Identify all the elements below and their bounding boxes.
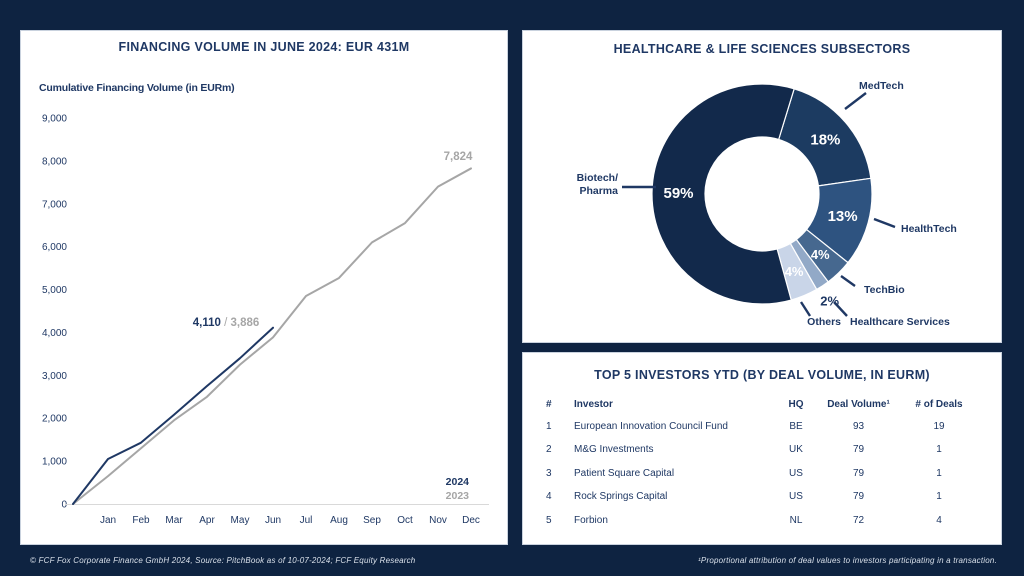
table-cell: UK xyxy=(789,444,803,455)
x-axis-tick-label: Feb xyxy=(132,515,150,526)
donut-pct-label: 4% xyxy=(785,264,804,279)
donut-label-biotech-pharma: Biotech/Pharma xyxy=(577,172,619,197)
table-cell: European Innovation Council Fund xyxy=(574,420,728,432)
x-axis-tick-label: Apr xyxy=(199,515,215,526)
y-axis-tick-label: 8,000 xyxy=(42,156,67,167)
table-cell: 79 xyxy=(852,467,865,479)
table-cell: 1 xyxy=(546,420,552,432)
donut-slice-biotech-pharma xyxy=(651,83,795,305)
donut-label-healthtech: HealthTech xyxy=(901,223,957,235)
table-row: 1 European Innovation Council Fund BE 93 19 xyxy=(523,419,1010,433)
donut-leader-line xyxy=(799,301,812,317)
top-investors-panel: TOP 5 INVESTORS YTD (BY DEAL VOLUME, IN … xyxy=(522,352,1002,545)
y-axis-tick-label: 7,000 xyxy=(42,199,67,210)
table-cell: M&G Investments xyxy=(574,444,654,455)
donut-pct-label: 2% xyxy=(820,294,839,309)
column-header: HQ xyxy=(788,398,804,410)
series-line-2023 xyxy=(72,167,472,505)
financing-volume-panel: FINANCING VOLUME IN JUNE 2024: EUR 431M … xyxy=(20,30,508,545)
table-cell: 4 xyxy=(936,514,942,526)
table-row: 2 M&G Investments UK 79 1 xyxy=(523,443,1010,457)
table-cell: 4 xyxy=(546,491,552,502)
subsectors-panel: HEALTHCARE & LIFE SCIENCES SUBSECTORS 18… xyxy=(522,30,1002,343)
table-cell: 5 xyxy=(546,514,552,526)
table-cell: Patient Square Capital xyxy=(574,467,675,479)
donut-label-techbio: TechBio xyxy=(864,284,905,296)
footer-attribution-note: ¹Proportional attribution of deal values… xyxy=(698,556,997,565)
table-cell: 19 xyxy=(933,420,945,432)
donut-pct-label: 13% xyxy=(828,208,858,225)
table-cell: 93 xyxy=(852,420,865,432)
x-axis-tick-label: Oct xyxy=(397,515,413,526)
x-axis-tick-label: Mar xyxy=(165,515,183,526)
table-cell: Forbion xyxy=(574,514,608,526)
financing-panel-title: FINANCING VOLUME IN JUNE 2024: EUR 431M xyxy=(118,40,410,54)
y-axis-tick-label: 0 xyxy=(61,500,67,511)
financing-chart-subtitle: Cumulative Financing Volume (in EURm) xyxy=(39,82,235,94)
donut-label-medtech: MedTech xyxy=(859,80,904,92)
x-axis-tick-label: May xyxy=(231,515,250,526)
table-cell: NL xyxy=(789,514,803,526)
subsectors-donut-chart: 18% 13% 4% 2% 4% 59% MedTech HealthTech TechBio H… xyxy=(577,80,957,328)
table-cell: 2 xyxy=(546,444,552,455)
december-endpoint-label: 7,824 xyxy=(444,151,473,163)
table-cell: BE xyxy=(789,420,803,432)
table-cell: 79 xyxy=(852,491,865,502)
donut-label-others: Others xyxy=(807,316,841,328)
x-axis-tick-label: Jul xyxy=(300,515,313,526)
x-axis-tick-label: Sep xyxy=(363,515,381,526)
table-cell: 72 xyxy=(852,514,865,526)
june-annotation: 4,110 / 3,886 xyxy=(193,317,260,329)
y-axis-tick-label: 9,000 xyxy=(42,114,67,125)
x-axis-tick-label: Aug xyxy=(330,515,348,526)
column-header: Deal Volume¹ xyxy=(827,398,890,410)
cumulative-financing-line-chart: 0 1,000 2,000 3,000 4,000 5,000 6,000 7,000 8,00… xyxy=(42,114,489,526)
donut-pct-label: 59% xyxy=(663,185,693,202)
table-cell: 1 xyxy=(936,444,942,455)
y-axis-tick-label: 6,000 xyxy=(42,242,67,253)
table-cell: US xyxy=(789,491,803,502)
column-header: # xyxy=(546,398,552,410)
x-axis-tick-label: Jun xyxy=(265,515,281,526)
table-cell: US xyxy=(789,467,803,479)
table-row: 3 Patient Square Capital US 79 1 xyxy=(523,466,1010,480)
donut-label-healthcare-services: Healthcare Services xyxy=(850,316,950,328)
donut-pct-label: 18% xyxy=(810,132,840,149)
y-axis-tick-label: 1,000 xyxy=(42,457,67,468)
donut-pct-label: 4% xyxy=(811,247,830,262)
y-axis-tick-label: 4,000 xyxy=(42,328,67,339)
table-cell: 1 xyxy=(936,491,942,502)
donut-leader-line xyxy=(873,217,896,229)
column-header: Investor xyxy=(574,398,613,410)
x-axis-tick-label: Jan xyxy=(100,515,116,526)
y-axis-tick-label: 2,000 xyxy=(42,414,67,425)
y-axis-tick-label: 3,000 xyxy=(42,371,67,382)
donut-leader-line xyxy=(833,301,848,317)
subsectors-panel-title: HEALTHCARE & LIFE SCIENCES SUBSECTORS xyxy=(613,42,911,56)
series-line-2024 xyxy=(72,326,274,505)
investors-panel-title: TOP 5 INVESTORS YTD (BY DEAL VOLUME, IN … xyxy=(594,368,930,382)
column-header: # of Deals xyxy=(915,398,963,410)
footer-source-note: © FCF Fox Corporate Finance GmbH 2024, S… xyxy=(30,556,416,565)
x-axis-tick-label: Dec xyxy=(462,515,480,526)
y-axis-tick-label: 5,000 xyxy=(42,285,67,296)
table-cell: Rock Springs Capital xyxy=(574,491,668,502)
donut-leader-line xyxy=(840,275,856,287)
legend-2024: 2024 xyxy=(446,476,470,488)
table-header-row: # Investor HQ Deal Volume¹ # of Deals xyxy=(523,397,1010,411)
table-cell: 3 xyxy=(546,467,552,479)
table-row: 4 Rock Springs Capital US 79 1 xyxy=(523,490,1010,504)
table-cell: 79 xyxy=(852,444,865,455)
table-cell: 1 xyxy=(936,467,942,479)
donut-leader-line xyxy=(844,92,867,110)
table-row: 5 Forbion NL 72 4 xyxy=(523,513,1010,527)
x-axis-tick-label: Nov xyxy=(429,515,447,526)
legend-2023: 2023 xyxy=(446,490,470,502)
